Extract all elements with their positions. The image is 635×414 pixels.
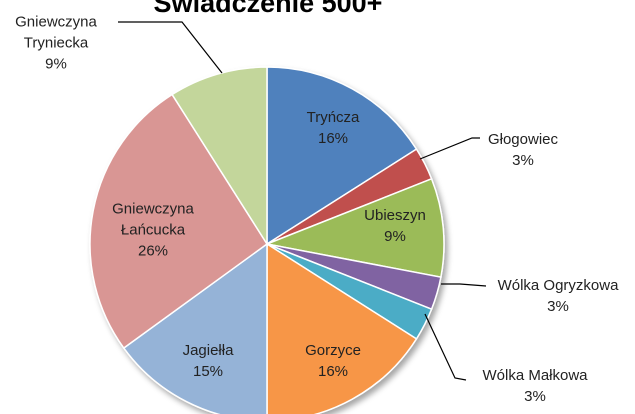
- category-label: Tryńcza: [306, 109, 360, 126]
- slice-label: Głogowiec 3%: [463, 129, 583, 171]
- value-label: 9%: [45, 55, 67, 73]
- value-label: 26%: [137, 242, 169, 260]
- slice-label: Jagiełła 15%: [148, 340, 268, 382]
- pie: [89, 66, 445, 414]
- value-label: 16%: [317, 130, 349, 147]
- category-label: Ubieszyn: [364, 207, 426, 224]
- value-label: 9%: [384, 228, 406, 245]
- leader-lines: [118, 21, 487, 381]
- pie-slice: [266, 242, 418, 414]
- value-label: 3%: [524, 388, 546, 405]
- leader-line: [118, 21, 223, 74]
- leader-line: [441, 283, 487, 287]
- category-label: Jagiełła: [182, 342, 234, 359]
- slice-label: Wólka Małkowa 3%: [435, 365, 635, 407]
- chart-title: Świadczenie 500+: [153, 0, 383, 18]
- slice-label: Ubieszyn 9%: [335, 205, 455, 247]
- slice-label: Gniewczyna Łańcucka 26%: [103, 199, 203, 262]
- value-label: 3%: [547, 298, 569, 315]
- pie-slice: [264, 177, 445, 279]
- pie-slice: [266, 66, 418, 246]
- pie-slice: [171, 66, 268, 247]
- slice-label: Gorzyce 16%: [273, 340, 393, 382]
- value-label: 3%: [512, 152, 534, 169]
- category-label: Głogowiec: [487, 131, 559, 148]
- category-label: Gorzyce: [305, 342, 361, 359]
- category-label: Wólka Ogryzkowa: [497, 277, 619, 294]
- leader-line: [424, 313, 467, 381]
- pie-slice: [89, 93, 269, 350]
- category-label: Gniewczyna Łańcucka: [112, 200, 194, 239]
- value-label: 15%: [192, 363, 224, 380]
- leader-line: [419, 137, 480, 160]
- value-label: 16%: [317, 363, 349, 380]
- category-label: Wólka Małkowa: [482, 367, 588, 384]
- pie-slice: [122, 242, 268, 414]
- category-label: Gniewczyna Tryniecka: [15, 13, 97, 52]
- slice-label: Gniewczyna Tryniecka 9%: [6, 12, 106, 75]
- slice-label: Wólka Ogryzkowa 3%: [458, 275, 635, 317]
- slice-label: Tryńcza 16%: [273, 107, 393, 149]
